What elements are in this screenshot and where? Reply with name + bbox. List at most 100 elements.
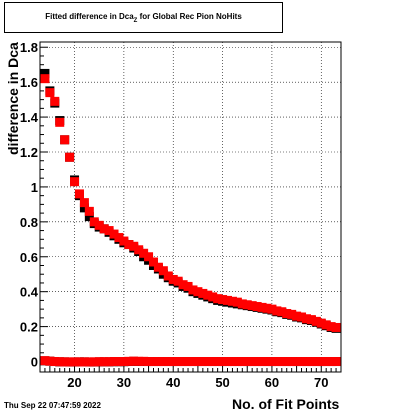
data-point [198,357,208,367]
data-point [74,189,84,199]
data-point [114,357,124,367]
data-point [237,357,247,367]
y-tick-label: 0.2 [20,320,38,335]
data-point [252,357,262,367]
data-point [153,357,163,367]
data-point [301,314,311,324]
data-point [203,290,213,300]
data-point [144,252,154,262]
data-point [301,357,311,367]
data-point [227,296,237,306]
data-point [163,357,173,367]
data-point [297,357,307,367]
chart-title-subscript: Z [133,18,138,24]
y-axis-label: difference in Dca [5,42,21,155]
data-point [331,322,341,332]
data-point [148,357,158,367]
data-point [84,357,94,367]
data-point [218,295,228,305]
data-point [158,266,168,276]
data-point [99,224,109,234]
data-point [188,285,198,295]
data-point [287,357,297,367]
data-point [158,357,168,367]
data-point [198,288,208,298]
data-point [193,287,203,297]
data-point [79,198,89,208]
data-point [232,297,242,307]
data-point [163,271,173,281]
data-point [84,212,94,222]
data-point [65,357,75,367]
data-point [262,357,272,367]
data-point [89,217,99,227]
y-tick-label: 1 [31,180,38,195]
axes: 20 30 40 50 60 70 0 0.2 0.4 0.6 0.8 1 1.2 1.4 1.6 1.8 [20,40,342,390]
data-point [272,306,282,316]
data-point [292,357,302,367]
x-tick-label: 60 [265,375,279,390]
data-point [208,357,218,367]
data-point [331,357,341,367]
timestamp: Thu Sep 22 07:47:59 2022 [4,401,101,410]
data-point [55,357,65,367]
data-point [50,357,60,367]
data-point [232,357,242,367]
data-point [139,356,149,366]
data-point [104,226,114,236]
data-point [242,300,252,310]
y-tick-label: 0.4 [20,285,39,300]
data-point [153,262,163,272]
data-point [129,241,139,251]
y-tick-label: 1.2 [20,145,38,160]
chart-title: Fitted difference in DcaZ for Global Rec… [5,12,282,24]
data-point [60,357,70,367]
data-point [148,257,158,267]
data-point [316,357,326,367]
data-point [109,229,119,239]
data-point [50,96,60,106]
data-point [124,356,134,366]
data-point [218,357,228,367]
data-point [134,245,144,255]
data-point [227,357,237,367]
data-point [193,357,203,367]
y-tick-label: 1.4 [20,110,39,125]
x-tick-label: 50 [215,375,229,390]
data-point [292,311,302,321]
data-point [326,357,336,367]
data-point [94,220,104,230]
data-point [247,301,257,311]
data-point [203,357,213,367]
data-point [237,299,247,309]
data-point [89,357,99,367]
data-point [168,274,178,284]
data-point [321,357,331,367]
data-point [326,322,336,332]
data-point [40,74,50,84]
data-point [109,357,119,367]
data-point [79,357,89,367]
x-axis-label: No. of Fit Points [232,396,340,412]
data-point [104,357,114,367]
y-tick-label: 1.8 [20,40,38,55]
data-point [277,357,287,367]
data-point [40,68,50,78]
x-tick-label: 20 [67,375,81,390]
data-point [311,316,321,326]
data-point [277,307,287,317]
data-point [70,177,80,187]
data-point [119,357,129,367]
data-point [267,357,277,367]
data-point [79,203,89,213]
title-box: Fitted difference in DcaZ for Global Rec… [4,2,283,33]
data-markers [40,68,341,367]
data-point [168,357,178,367]
data-point [306,357,316,367]
data-point [70,357,80,367]
data-point [45,356,55,366]
data-point [173,276,183,286]
data-point [183,357,193,367]
data-point [213,357,223,367]
